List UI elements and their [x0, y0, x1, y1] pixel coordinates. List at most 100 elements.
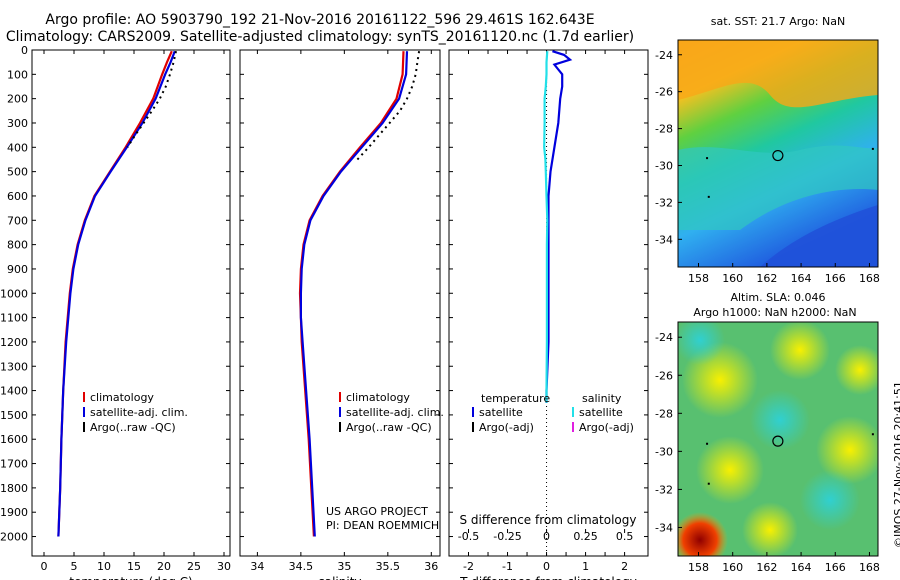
y-tick-label: 1800	[0, 482, 28, 495]
x-tick-label: 5	[71, 560, 78, 573]
sla-map-subtitle: Argo h1000: NaN h2000: NaN	[693, 306, 856, 319]
x2-tick-label: 0.5	[616, 530, 634, 543]
x2-tick-label: 0	[543, 530, 550, 543]
map-y-tick-label: -24	[655, 331, 673, 344]
panel-difference: -2 -1 0 1 2 T difference from climatology -0.5…	[448, 49, 649, 580]
panel-salinity: 34 34.5 35 35.5 36 salinity climatology satelli…	[239, 49, 444, 580]
y-tick-label: 1300	[0, 360, 28, 373]
profile-title: Argo profile: AO 5903790_192 21-Nov-2016…	[45, 12, 595, 28]
y-tick-label: 300	[7, 117, 28, 130]
x-tick-label: 25	[187, 560, 201, 573]
sla-blob	[696, 436, 764, 504]
plot-frame	[448, 49, 649, 557]
station-dot	[707, 195, 710, 198]
map-sst-map: 158 160 162 164 166 168 -24 -26 -28 -30 -32 -34 sat.…	[655, 15, 880, 285]
y-tick-label: 1700	[0, 458, 28, 471]
legend-label: Argo(-adj)	[479, 421, 534, 434]
sst-map-title: sat. SST: 21.7 Argo: NaN	[711, 15, 845, 28]
y-tick-label: 400	[7, 141, 28, 154]
map-x-tick-label: 160	[722, 561, 743, 574]
x-tick-label: 35	[337, 560, 351, 573]
x-tick-label: 36	[424, 560, 438, 573]
legend-label: climatology	[346, 391, 410, 404]
station-dot	[871, 147, 874, 150]
sla-blob	[800, 470, 860, 530]
x2-tick-label: 0.25	[573, 530, 598, 543]
y-tick-label: 1100	[0, 312, 28, 325]
map-frame	[677, 321, 879, 557]
legend-label: satellite	[479, 406, 523, 419]
sla-field	[678, 322, 878, 556]
argo-position-marker	[772, 149, 784, 162]
map-y-tick-label: -32	[655, 483, 673, 496]
argo-position-marker	[772, 435, 784, 447]
plot-frame	[31, 49, 231, 557]
y-tick-label: 500	[7, 166, 28, 179]
x-tick-label: 2	[621, 560, 628, 573]
map-x-tick-label: 158	[688, 272, 709, 285]
legend-label: satellite	[579, 406, 623, 419]
y-tick-label: 900	[7, 263, 28, 276]
x-tick-label: 15	[127, 560, 141, 573]
map-y-tick-label: -30	[655, 445, 673, 458]
legend-label: climatology	[90, 391, 154, 404]
y-tick-label: 1400	[0, 385, 28, 398]
map-x-tick-label: 162	[756, 561, 777, 574]
map-y-tick-label: -34	[655, 233, 673, 246]
y-tick-label: 800	[7, 239, 28, 252]
y-tick-label: 1000	[0, 287, 28, 300]
series-sal-climatology	[298, 51, 405, 537]
y-tick-label: 100	[7, 68, 28, 81]
sla-blob	[835, 345, 878, 395]
x-tick-label: 34.5	[289, 560, 314, 573]
legend-label: satellite-adj. clim.	[90, 406, 188, 419]
map-x-tick-label: 168	[859, 561, 880, 574]
panel-temperature: 0 5 10 15 20 25 300100200300400500600700800900…	[0, 44, 231, 580]
map-y-tick-label: -28	[655, 123, 673, 136]
sla-blob	[770, 322, 830, 380]
x-tick-label: 0	[543, 560, 550, 573]
y-tick-label: 600	[7, 190, 28, 203]
x2-tick-label: -0.25	[493, 530, 521, 543]
sst-warm-band	[678, 40, 878, 108]
series-sal-argo-raw-qc-	[356, 51, 421, 161]
x-tick-label: 35.5	[376, 560, 401, 573]
map-y-tick-label: -30	[655, 159, 673, 172]
y-tick-label: 1200	[0, 336, 28, 349]
station-dot	[706, 157, 709, 160]
pi-credit: PI: DEAN ROEMMICH	[326, 519, 440, 532]
map-y-tick-label: -32	[655, 196, 673, 209]
map-y-tick-label: -24	[655, 49, 673, 62]
y-tick-label: 700	[7, 214, 28, 227]
y-tick-label: 1500	[0, 409, 28, 422]
legend-salinity-title: salinity	[582, 392, 622, 405]
map-y-tick-label: -26	[655, 86, 673, 99]
y-tick-label: 1600	[0, 433, 28, 446]
map-sla-map: 158 160 162 164 166 168 -24 -26 -28 -30 -32 -34 Alti…	[655, 291, 880, 574]
sla-blob	[816, 416, 878, 484]
x2-axis-label: S difference from climatology	[460, 513, 637, 527]
series-climatology	[57, 50, 173, 537]
map-y-tick-label: -28	[655, 407, 673, 420]
x-axis-label: salinity	[318, 575, 361, 580]
project-credit: US ARGO PROJECT	[326, 505, 428, 518]
station-dot	[706, 442, 709, 445]
sla-blob	[678, 322, 725, 365]
x-axis-label: T difference from climatology	[459, 575, 637, 580]
sal-difference-line	[543, 51, 549, 403]
legend-label: Argo(..raw -QC)	[346, 421, 432, 434]
imos-credit: ©IMOS 27-Nov-2016 20:41:51	[892, 381, 900, 548]
sst-mid-band	[678, 145, 878, 230]
map-x-tick-label: 164	[791, 272, 812, 285]
sla-blob	[678, 512, 728, 556]
map-x-tick-label: 158	[688, 561, 709, 574]
map-y-tick-label: -26	[655, 369, 673, 382]
map-x-tick-label: 164	[791, 561, 812, 574]
legend-temperature-title: temperature	[481, 392, 550, 405]
legend-label: Argo(-adj)	[579, 421, 634, 434]
x2-tick-label: -0.5	[458, 530, 479, 543]
sla-blob	[742, 502, 798, 556]
x-tick-label: 34	[250, 560, 264, 573]
sst-field	[678, 40, 878, 267]
